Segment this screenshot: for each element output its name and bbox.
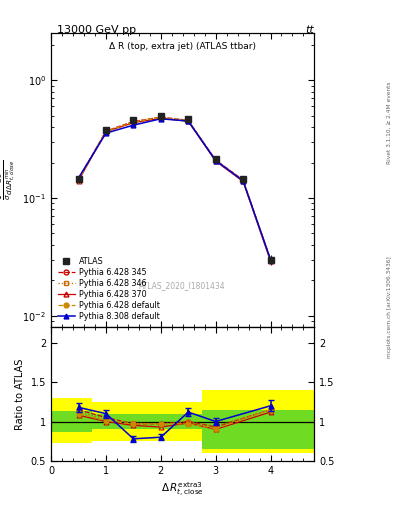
Legend: ATLAS, Pythia 6.428 345, Pythia 6.428 346, Pythia 6.428 370, Pythia 6.428 defaul: ATLAS, Pythia 6.428 345, Pythia 6.428 34… [55, 254, 163, 323]
Text: Rivet 3.1.10, ≥ 2.4M events: Rivet 3.1.10, ≥ 2.4M events [387, 81, 392, 164]
Y-axis label: Ratio to ATLAS: Ratio to ATLAS [15, 358, 25, 430]
Text: tt: tt [306, 25, 314, 35]
Text: mcplots.cern.ch [arXiv:1306.3436]: mcplots.cern.ch [arXiv:1306.3436] [387, 257, 392, 358]
Text: 13000 GeV pp: 13000 GeV pp [57, 25, 136, 35]
X-axis label: $\Delta\,R^{\mathrm{extra3}}_{t,\mathrm{close}}$: $\Delta\,R^{\mathrm{extra3}}_{t,\mathrm{… [161, 481, 204, 499]
Text: ATLAS_2020_I1801434: ATLAS_2020_I1801434 [140, 282, 226, 290]
Y-axis label: $\frac{1}{\sigma}\frac{d\sigma}{d\Delta R_{t,close}^{min}}$: $\frac{1}{\sigma}\frac{d\sigma}{d\Delta … [0, 160, 17, 201]
Text: Δ R (top, extra jet) (ATLAS ttbar): Δ R (top, extra jet) (ATLAS ttbar) [109, 42, 256, 51]
